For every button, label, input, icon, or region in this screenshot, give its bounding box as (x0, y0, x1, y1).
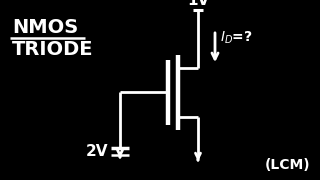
Text: 2V: 2V (85, 143, 108, 159)
Text: $I_D$=?: $I_D$=? (220, 30, 253, 46)
Text: NMOS: NMOS (12, 18, 78, 37)
Text: TRIODE: TRIODE (12, 40, 93, 59)
Text: 1V: 1V (187, 0, 209, 8)
Text: (LCM): (LCM) (264, 158, 310, 172)
